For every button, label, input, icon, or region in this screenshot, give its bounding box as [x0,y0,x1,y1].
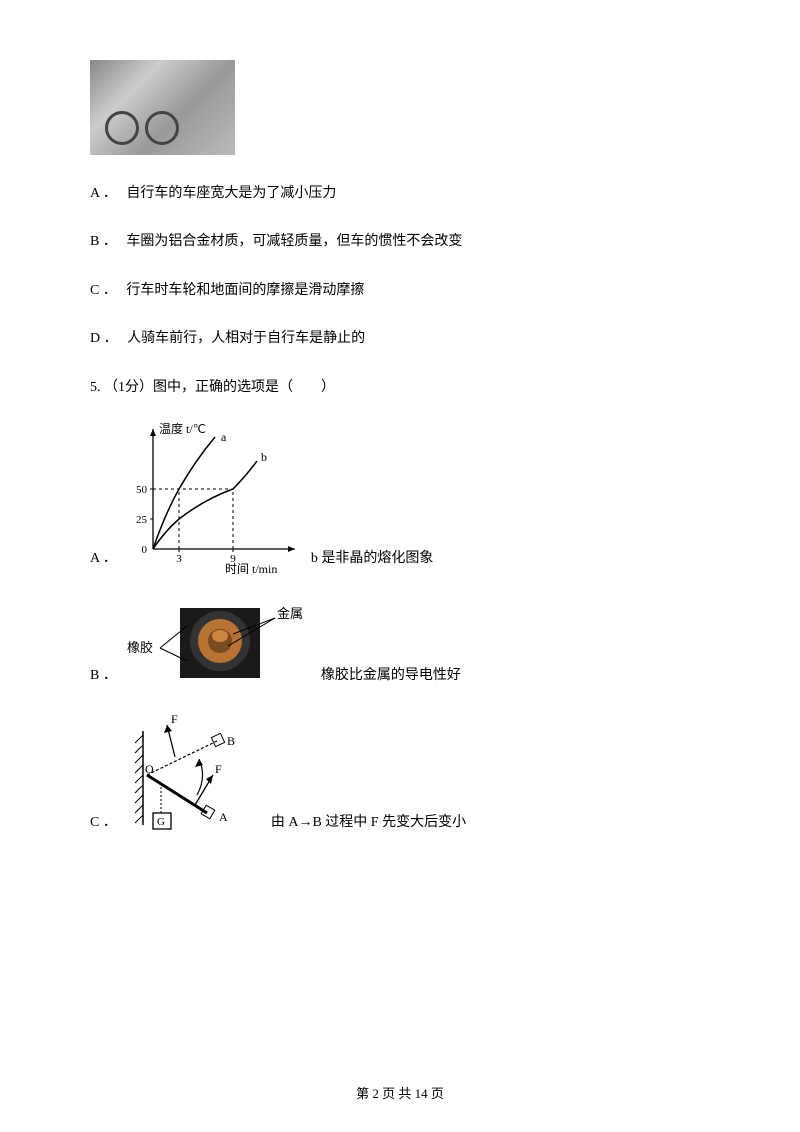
svg-text:50: 50 [136,484,148,496]
option-text: 行车时车轮和地面间的摩擦是滑动摩擦 [126,283,364,298]
choice-label: A ． [90,548,117,574]
option-text: 车圈为铝合金材质，可减轻质量，但车的惯性不会改变 [126,234,462,249]
choice-text: 由 A→B 过程中 F 先变大后变小 [271,812,466,838]
choice-label: C ． [90,812,117,838]
temperature-time-chart: 0 25 50 3 9 a b 温度 t/℃ 时间 t/min [125,419,305,574]
q4-option-a: A ． 自行车的车座宽大是为了减小压力 [90,183,710,205]
q5-choice-c: C ． O B F A [90,713,710,838]
rubber-label: 橡胶 [127,640,153,655]
page-footer: 第 2 页 共 14 页 [0,1083,800,1102]
q4-option-c: C ． 行车时车轮和地面间的摩擦是滑动摩擦 [90,280,710,302]
footer-mid: 页 共 [379,1086,415,1101]
footer-suffix: 页 [428,1086,444,1101]
choice-text: 橡胶比金属的导电性好 [321,665,461,691]
svg-text:B: B [227,734,235,748]
option-label: D ． [90,328,118,350]
svg-text:0: 0 [141,544,147,556]
option-label: B ． [90,231,117,253]
option-text: 自行车的车座宽大是为了减小压力 [126,186,336,201]
option-label: C ． [90,280,117,302]
svg-text:F: F [215,762,222,776]
q5-choice-a: A ． 0 25 50 3 9 a b [90,419,710,574]
choice-label: B ． [90,665,117,691]
svg-text:25: 25 [136,514,148,526]
svg-text:温度 t/℃: 温度 t/℃ [159,421,206,436]
bicycle-photo [90,60,235,155]
svg-text:时间 t/min: 时间 t/min [225,562,277,574]
svg-text:G: G [157,816,165,828]
q4-option-d: D ． 人骑车前行，人相对于自行车是静止的 [90,328,710,350]
q5-prompt: 5. （1分）图中，正确的选项是（ ） [90,377,710,399]
svg-text:F: F [171,713,178,726]
svg-text:b: b [261,450,267,464]
option-text: 人骑车前行，人相对于自行车是静止的 [127,331,365,346]
q4-option-b: B ． 车圈为铝合金材质，可减轻质量，但车的惯性不会改变 [90,231,710,253]
choice-text: b 是非晶的熔化图象 [311,548,434,574]
footer-prefix: 第 [356,1086,372,1101]
cable-cross-section: 橡胶 金属 [125,596,315,691]
lever-diagram: O B F A F G [125,713,265,838]
svg-text:3: 3 [176,553,182,565]
metal-label: 金属 [277,606,303,621]
svg-text:a: a [221,430,227,444]
page-content: A ． 自行车的车座宽大是为了减小压力 B ． 车圈为铝合金材质，可减轻质量，但… [90,60,710,838]
svg-text:A: A [219,810,228,824]
footer-total-pages: 14 [415,1086,428,1101]
option-label: A ． [90,183,117,205]
q5-choice-b: B ． 橡胶 金属 橡胶比金属的导电性好 [90,596,710,691]
